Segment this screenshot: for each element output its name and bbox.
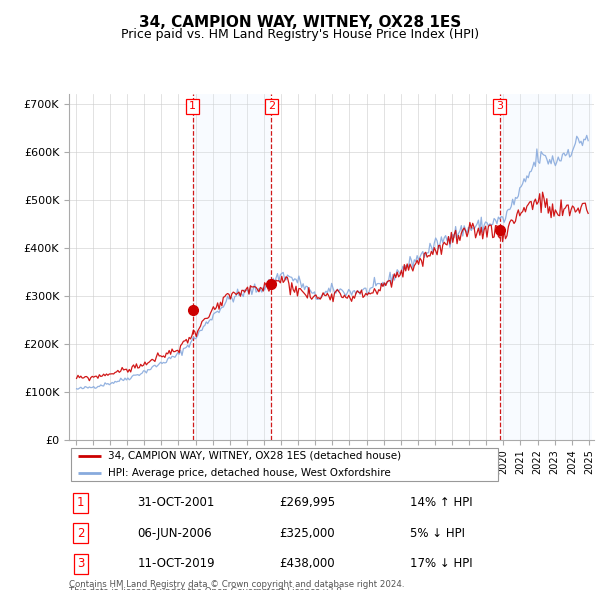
Text: Contains HM Land Registry data © Crown copyright and database right 2024.: Contains HM Land Registry data © Crown c… <box>69 580 404 589</box>
Text: £438,000: £438,000 <box>279 557 335 570</box>
Bar <box>193 94 271 440</box>
Text: 06-JUN-2006: 06-JUN-2006 <box>137 527 212 540</box>
Text: This data is licensed under the Open Government Licence v3.0.: This data is licensed under the Open Gov… <box>69 588 344 590</box>
FancyBboxPatch shape <box>71 448 498 481</box>
Text: HPI: Average price, detached house, West Oxfordshire: HPI: Average price, detached house, West… <box>108 468 391 478</box>
Text: 2: 2 <box>77 527 84 540</box>
Text: 1: 1 <box>189 101 196 112</box>
Text: 3: 3 <box>77 557 84 570</box>
Text: 34, CAMPION WAY, WITNEY, OX28 1ES: 34, CAMPION WAY, WITNEY, OX28 1ES <box>139 15 461 30</box>
Text: Price paid vs. HM Land Registry's House Price Index (HPI): Price paid vs. HM Land Registry's House … <box>121 28 479 41</box>
Text: £269,995: £269,995 <box>279 496 335 509</box>
Text: 11-OCT-2019: 11-OCT-2019 <box>137 557 215 570</box>
Text: 5% ↓ HPI: 5% ↓ HPI <box>410 527 465 540</box>
Text: 14% ↑ HPI: 14% ↑ HPI <box>410 496 473 509</box>
Text: 34, CAMPION WAY, WITNEY, OX28 1ES (detached house): 34, CAMPION WAY, WITNEY, OX28 1ES (detac… <box>108 451 401 461</box>
Text: £325,000: £325,000 <box>279 527 335 540</box>
Bar <box>500 94 592 440</box>
Text: 17% ↓ HPI: 17% ↓ HPI <box>410 557 473 570</box>
Text: 2: 2 <box>268 101 275 112</box>
Text: 1: 1 <box>77 496 84 509</box>
Text: 3: 3 <box>496 101 503 112</box>
Text: 31-OCT-2001: 31-OCT-2001 <box>137 496 215 509</box>
